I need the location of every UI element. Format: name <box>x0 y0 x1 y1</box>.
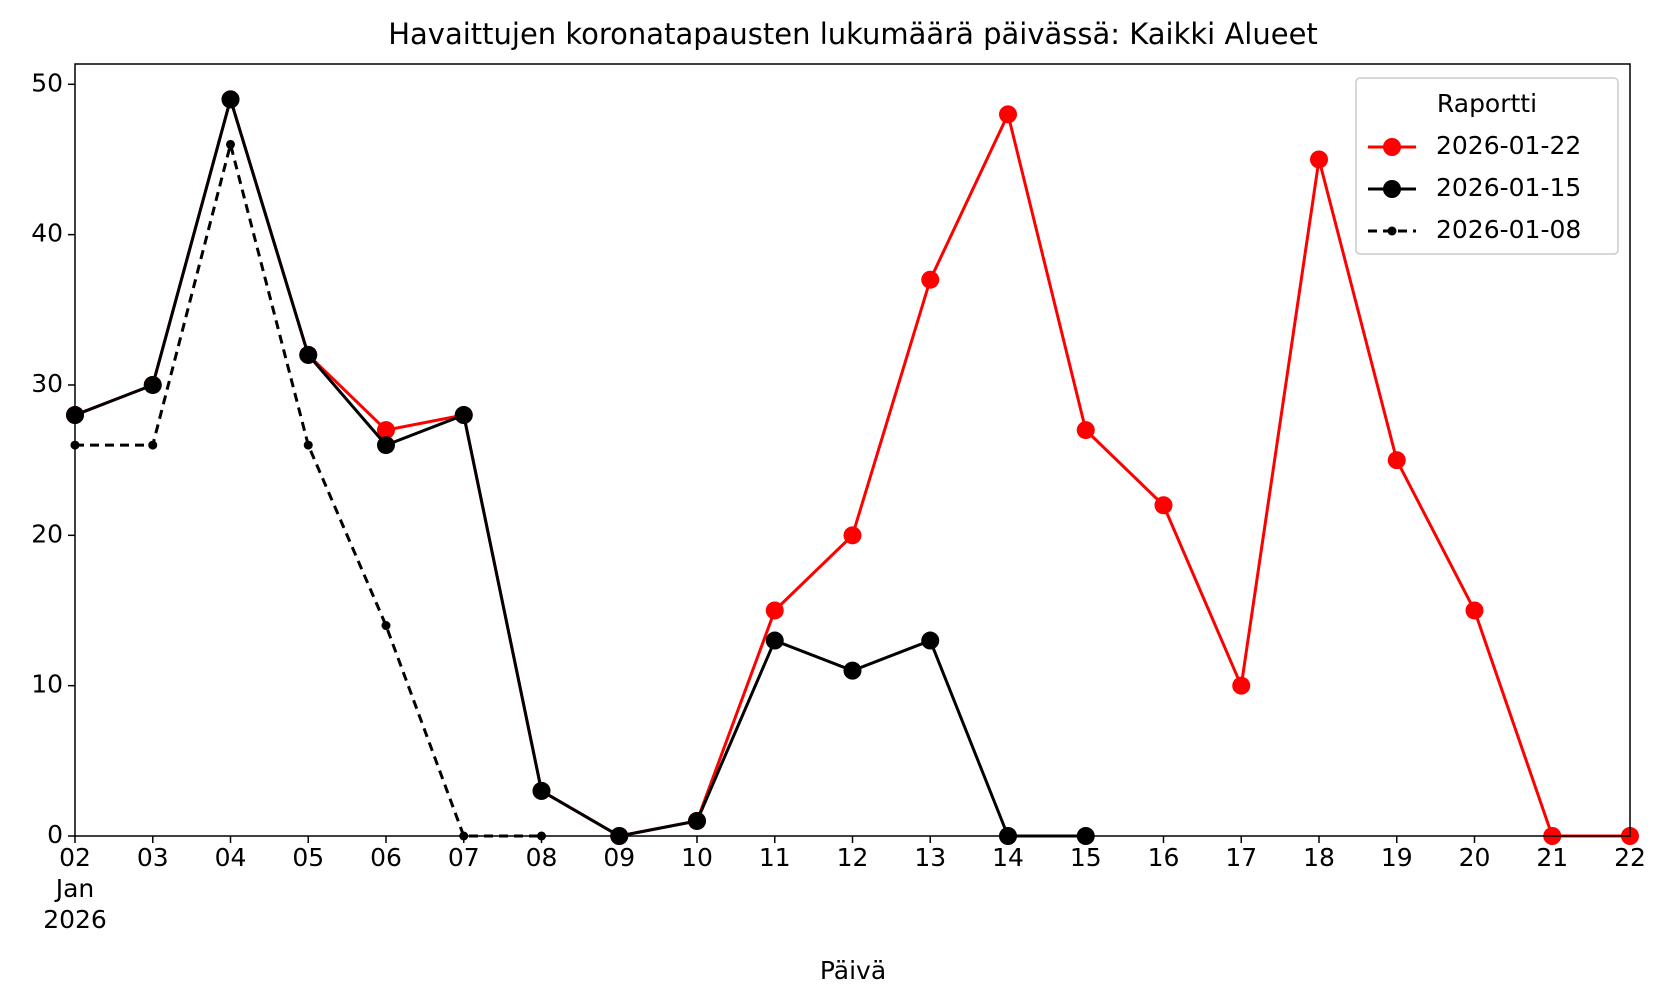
x-tick-label: 03 <box>137 843 169 872</box>
point <box>1076 421 1095 440</box>
point <box>1387 451 1406 470</box>
y-tick-label: 0 <box>47 820 63 849</box>
series-line <box>74 93 1086 838</box>
point <box>377 421 395 440</box>
chart-title: Havaittujen koronatapausten lukumäärä pä… <box>388 17 1318 51</box>
axes-frame <box>74 63 1631 837</box>
point <box>921 270 940 289</box>
point <box>377 436 395 455</box>
point <box>221 90 240 109</box>
point <box>1465 601 1484 620</box>
point <box>843 526 862 545</box>
x-tick-label: 10 <box>681 843 713 872</box>
point <box>999 105 1017 124</box>
point <box>454 406 473 425</box>
x-tick-label: 02 Jan 2026 <box>43 843 107 934</box>
x-tick-label: 17 <box>1225 843 1257 872</box>
x-tick-label: 16 <box>1148 843 1180 872</box>
y-tick-label: 30 <box>31 369 63 398</box>
y-tick-label: 40 <box>31 219 63 248</box>
point <box>303 440 313 450</box>
legend-box <box>1355 77 1619 255</box>
point <box>143 375 162 394</box>
y-tick-label: 20 <box>31 519 63 548</box>
x-tick-label: 09 <box>603 843 635 872</box>
x-tick-label: 15 <box>1070 843 1102 872</box>
point <box>688 811 706 830</box>
x-tick-label: 13 <box>914 843 946 872</box>
y-tick-label: 50 <box>31 68 63 97</box>
legend-label: 2026-01-15 <box>1436 173 1581 202</box>
x-tick-label: 08 <box>526 843 558 872</box>
point <box>226 139 235 149</box>
legend-marker <box>1383 138 1401 156</box>
point <box>381 621 391 631</box>
x-tick-label: 06 <box>370 843 402 872</box>
x-tick-label: 22 <box>1614 843 1646 872</box>
point <box>765 601 784 620</box>
x-tick-label: 18 <box>1303 843 1335 872</box>
x-tick-label: 14 <box>992 843 1024 872</box>
x-tick-label: 21 <box>1536 843 1568 872</box>
x-axis-label: Päivä <box>820 956 886 985</box>
legend-marker <box>1383 180 1401 198</box>
point <box>1154 496 1173 515</box>
x-tick-label: 11 <box>759 843 791 872</box>
x-tick-label: 04 <box>215 843 247 872</box>
x-tick-label: 19 <box>1381 843 1413 872</box>
x-tick-label: 05 <box>292 843 324 872</box>
y-tick-label: 10 <box>31 670 63 699</box>
x-tick-label: 20 <box>1459 843 1491 872</box>
point <box>1310 150 1328 169</box>
legend-title: Raportti <box>1437 89 1537 118</box>
plot-area <box>66 90 1639 845</box>
x-tick-label: 07 <box>448 843 480 872</box>
point <box>765 631 784 650</box>
legend-label: 2026-01-08 <box>1436 215 1581 244</box>
point <box>1232 676 1251 695</box>
x-tick-label: 12 <box>837 843 869 872</box>
legend-label: 2026-01-22 <box>1436 131 1581 160</box>
legend-marker <box>1387 226 1397 236</box>
point <box>532 781 551 800</box>
point <box>843 661 862 680</box>
series-line <box>75 138 542 838</box>
point <box>921 631 940 650</box>
point <box>148 440 158 450</box>
point <box>299 345 318 364</box>
